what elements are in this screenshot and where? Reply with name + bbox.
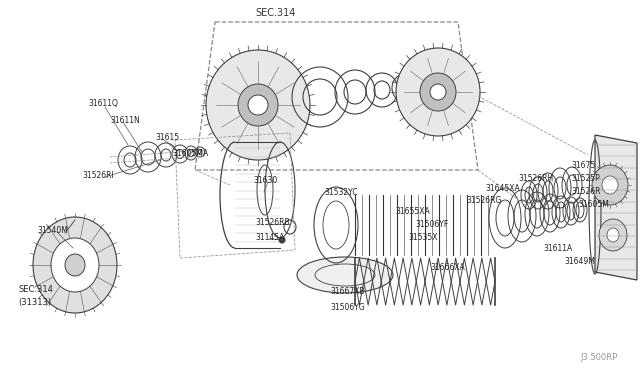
Text: 31506YG: 31506YG — [330, 302, 365, 311]
Ellipse shape — [238, 84, 278, 126]
Text: 31630: 31630 — [253, 176, 277, 185]
Ellipse shape — [602, 176, 618, 194]
Text: 31675: 31675 — [571, 160, 595, 170]
Text: 31605MA: 31605MA — [172, 148, 208, 157]
Text: 31526RI: 31526RI — [82, 170, 114, 180]
Text: 31615: 31615 — [155, 132, 179, 141]
Text: 31506YF: 31506YF — [415, 219, 448, 228]
Text: J3 500RP: J3 500RP — [580, 353, 618, 362]
Text: SEC.314: SEC.314 — [18, 285, 53, 295]
Ellipse shape — [33, 217, 117, 313]
Text: 31667XB: 31667XB — [330, 288, 365, 296]
Ellipse shape — [607, 228, 619, 242]
Text: 31666XA: 31666XA — [430, 263, 465, 273]
Text: 31655XA: 31655XA — [395, 206, 429, 215]
Ellipse shape — [279, 237, 285, 243]
Text: 31526RH: 31526RH — [518, 173, 553, 183]
Text: 31649M: 31649M — [564, 257, 595, 266]
Text: 31525P: 31525P — [571, 173, 600, 183]
Text: 31145A: 31145A — [255, 232, 284, 241]
Ellipse shape — [248, 95, 268, 115]
Ellipse shape — [396, 48, 480, 136]
Ellipse shape — [51, 238, 99, 292]
Text: 31526R: 31526R — [571, 186, 600, 196]
Text: 31532YC: 31532YC — [324, 187, 358, 196]
Ellipse shape — [297, 257, 393, 293]
Ellipse shape — [592, 165, 628, 205]
Text: 31535X: 31535X — [408, 232, 438, 241]
Text: SEC.314: SEC.314 — [255, 8, 296, 18]
Ellipse shape — [206, 50, 310, 160]
Ellipse shape — [65, 254, 85, 276]
Polygon shape — [595, 135, 637, 280]
Ellipse shape — [430, 84, 446, 100]
Text: 31526RG: 31526RG — [466, 196, 501, 205]
Ellipse shape — [599, 219, 627, 251]
Text: 31611Q: 31611Q — [88, 99, 118, 108]
Text: 31526RB: 31526RB — [255, 218, 290, 227]
Text: 31611A: 31611A — [543, 244, 572, 253]
Text: 31540M: 31540M — [37, 225, 68, 234]
Text: 31645XA: 31645XA — [485, 183, 520, 192]
Text: 31611N: 31611N — [110, 115, 140, 125]
Text: (31313): (31313) — [18, 298, 51, 307]
Text: 31605M: 31605M — [578, 199, 609, 208]
Ellipse shape — [420, 73, 456, 111]
